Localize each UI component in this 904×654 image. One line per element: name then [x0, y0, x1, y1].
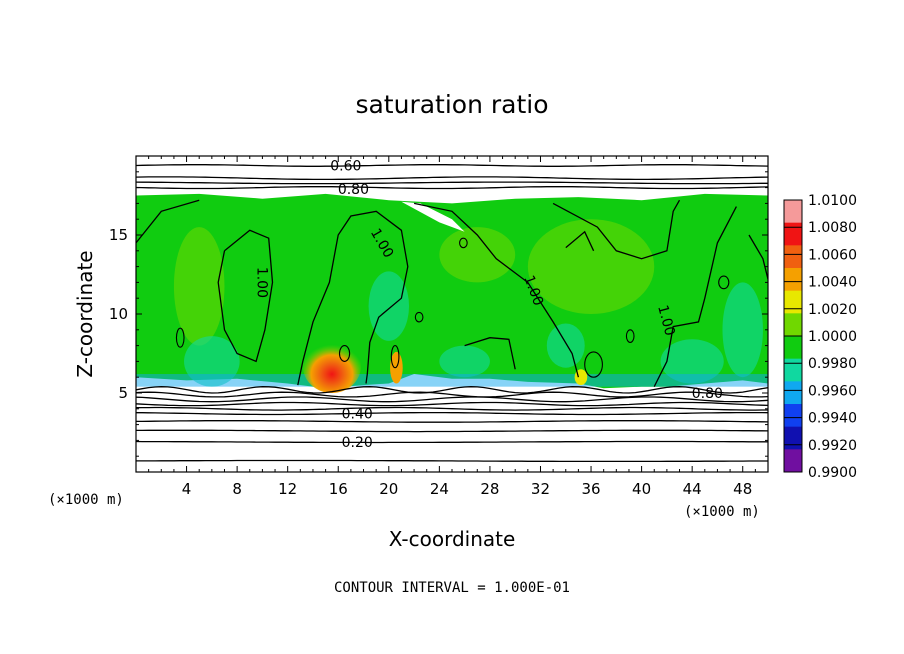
contour-label: 0.40: [342, 407, 373, 423]
closed-contour: [175, 327, 185, 348]
contour-line: [136, 186, 768, 190]
x-tick-label: 44: [683, 480, 702, 498]
closed-contour: [338, 345, 351, 362]
colorbar-label: 0.9940: [808, 411, 857, 427]
x-tick-label: 40: [632, 480, 651, 498]
closed-contour: [584, 351, 603, 378]
closed-contour: [459, 237, 468, 249]
colorbar-swatch: [784, 381, 802, 405]
colorbar-swatch: [784, 404, 802, 428]
x-tick-label: 36: [581, 480, 600, 498]
x-tick-label: 12: [278, 480, 297, 498]
colorbar-swatch: [784, 200, 802, 224]
x-unit-left: (×1000 m): [48, 492, 124, 508]
y-axis-label: Z-coordinate: [73, 250, 97, 377]
contour-line: [136, 181, 768, 185]
teal-patch: [660, 339, 724, 384]
contour-line: [136, 391, 768, 398]
contour-line: [653, 206, 737, 387]
saturation-field: 0.600.801.001.001.001.000.800.400.20: [136, 158, 768, 463]
closed-contour: [414, 311, 424, 323]
colorbar-swatch: [784, 449, 802, 473]
x-tick-label: 20: [379, 480, 398, 498]
contour-label: 0.20: [342, 435, 373, 451]
colorbar-label: 0.9980: [808, 356, 857, 372]
colorbar-swatch: [784, 313, 802, 337]
x-tick-label: 24: [430, 480, 449, 498]
x-axis-label: X-coordinate: [389, 527, 516, 551]
chart-title: saturation ratio: [355, 90, 548, 119]
colorbar-label: 0.9900: [808, 465, 857, 481]
contour-label: 0.60: [330, 158, 361, 174]
teal-patch: [368, 271, 410, 341]
contour-line: [297, 210, 409, 386]
supersaturation-maximum: [302, 339, 361, 394]
closed-contour: [625, 329, 635, 343]
contour-line: [136, 411, 768, 416]
colorbar-swatch: [784, 290, 802, 314]
colorbar-label: 1.0100: [808, 193, 857, 209]
contour-line: [748, 234, 768, 280]
contour-label: 0.80: [338, 182, 369, 198]
x-tick-label: 8: [232, 480, 242, 498]
teal-patch: [722, 282, 763, 378]
contour-label: 1.00: [253, 267, 269, 298]
contour-line: [552, 199, 681, 260]
colorbar-swatch: [784, 336, 802, 360]
y-tick-label: 15: [109, 226, 128, 244]
contour-label: 1.00: [654, 303, 678, 337]
colorbar-swatch: [784, 426, 802, 450]
light-green-patch: [173, 227, 225, 346]
contour-line: [136, 406, 768, 411]
colorbar-swatch: [784, 222, 802, 246]
colorbar: 1.0100 1.0080 1.0060 1.0040 1.0020 1.0000 0.99…: [783, 193, 857, 481]
contour-line: [136, 386, 768, 394]
x-tick-label: 32: [531, 480, 550, 498]
light-green-patch: [527, 219, 655, 314]
x-tick-label: 48: [733, 480, 752, 498]
x-tick-label: 4: [182, 480, 192, 498]
contour-line: [136, 440, 768, 444]
teal-patch: [184, 336, 240, 387]
contour-line: [136, 429, 768, 433]
y-tick-label: 5: [118, 384, 128, 402]
colorbar-label: 1.0080: [808, 220, 857, 236]
contour-line: [464, 337, 516, 370]
contour-line: [136, 396, 768, 403]
closed-contour: [718, 275, 730, 290]
colorbar-swatch: [784, 268, 802, 292]
x-tick-label: 28: [480, 480, 499, 498]
contour-line: [136, 164, 768, 167]
blue-base-strip: [136, 374, 768, 387]
contour-line: [136, 420, 768, 423]
colorbar-label: 0.9920: [808, 438, 857, 454]
y-tick-label: 10: [109, 305, 128, 323]
light-green-patch: [439, 227, 516, 283]
colorbar-label: 1.0040: [808, 275, 857, 291]
contour-line: [413, 202, 580, 378]
clear-gap: [401, 201, 465, 232]
contour-line: [565, 230, 595, 252]
closed-contour: [390, 345, 400, 369]
colorbar-label: 1.0000: [808, 329, 857, 345]
colorbar-label: 0.9960: [808, 383, 857, 399]
contour-line: [136, 176, 768, 181]
contour-label: 0.80: [692, 386, 723, 402]
contour-interval-text: CONTOUR INTERVAL = 1.000E-01: [334, 580, 570, 596]
colorbar-swatch: [784, 358, 802, 382]
x-unit-right: (×1000 m): [684, 504, 760, 520]
contour-line: [217, 229, 274, 363]
colorbar-swatch: [784, 245, 802, 269]
teal-patch: [439, 345, 490, 378]
contour-line: [136, 199, 200, 244]
contour-line: [136, 401, 768, 407]
contour-line: [136, 459, 768, 463]
colorbar-label: 1.0060: [808, 247, 857, 263]
colorbar-label: 1.0020: [808, 302, 857, 318]
x-tick-label: 16: [329, 480, 348, 498]
teal-patch: [546, 323, 585, 368]
